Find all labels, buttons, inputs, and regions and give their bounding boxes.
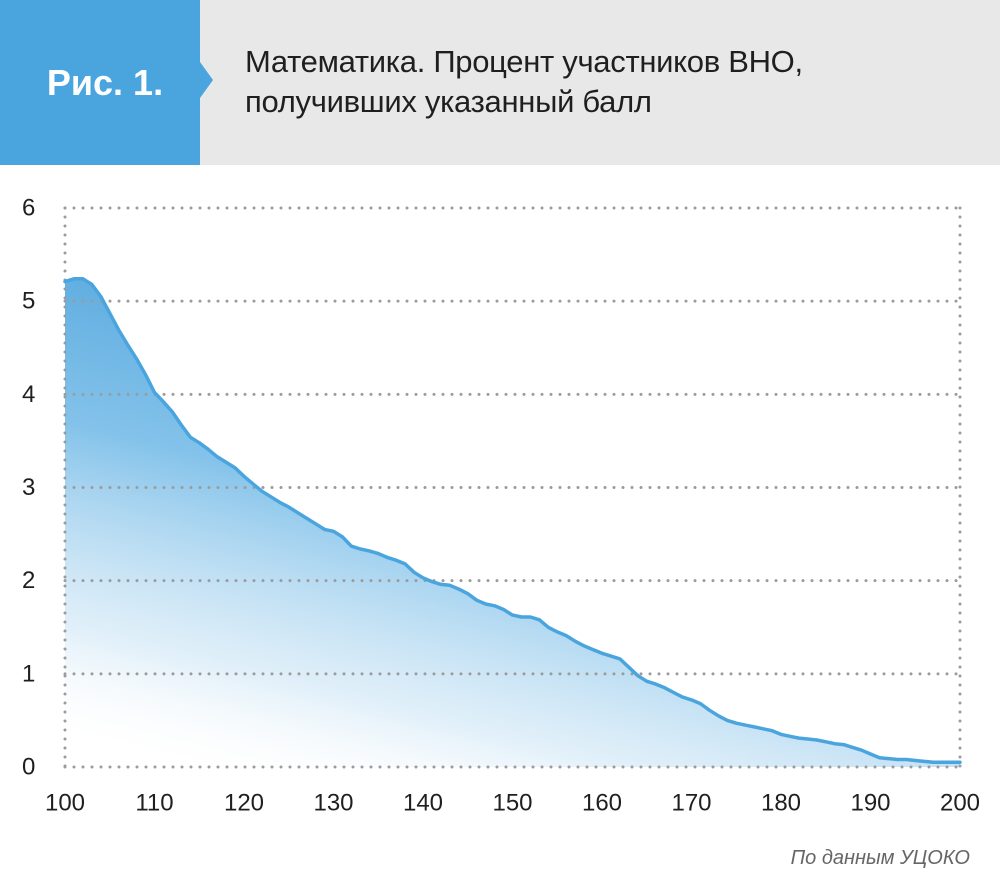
series-area [65, 278, 960, 767]
source-note: По данным УЦОКО [790, 847, 970, 869]
y-tick-label-0: 0 [22, 754, 35, 781]
chart-title: Математика. Процент участников ВНО, полу… [245, 42, 803, 122]
x-tick-label-110: 110 [135, 790, 173, 817]
x-tick-label-100: 100 [45, 790, 85, 817]
line-layer [63, 277, 962, 765]
figure-badge [0, 0, 213, 165]
x-tick-label-170: 170 [671, 790, 711, 817]
x-tick-label-190: 190 [850, 790, 890, 817]
grid-layer [63, 206, 962, 769]
x-tick-label-120: 120 [224, 790, 264, 817]
y-tick-label-3: 3 [22, 474, 35, 501]
y-tick-label-5: 5 [22, 288, 35, 315]
area-layer [65, 278, 960, 767]
header-bar: Рис. 1. Математика. Процент участников В… [0, 0, 1000, 165]
x-tick-label-200: 200 [940, 790, 980, 817]
chart-title-line-1: Математика. Процент участников ВНО, [245, 44, 803, 79]
figure-number: Рис. 1. [46, 61, 164, 103]
x-tick-label-150: 150 [492, 790, 532, 817]
chart-title-line-2: получивших указанный балл [245, 84, 652, 119]
y-tick-label-2: 2 [22, 567, 35, 594]
series-line [63, 277, 962, 765]
x-tick-label-180: 180 [761, 790, 801, 817]
x-tick-label-140: 140 [403, 790, 443, 817]
y-tick-label-6: 6 [22, 195, 35, 222]
x-tick-label-160: 160 [582, 790, 622, 817]
x-tick-label-130: 130 [313, 790, 353, 817]
y-tick-label-4: 4 [22, 381, 35, 408]
tick-label-layer: 0 1 2 3 4 5 6 100 110 120 130 140 150 160 170 180 190 200 [22, 195, 980, 817]
y-tick-label-1: 1 [22, 660, 35, 687]
